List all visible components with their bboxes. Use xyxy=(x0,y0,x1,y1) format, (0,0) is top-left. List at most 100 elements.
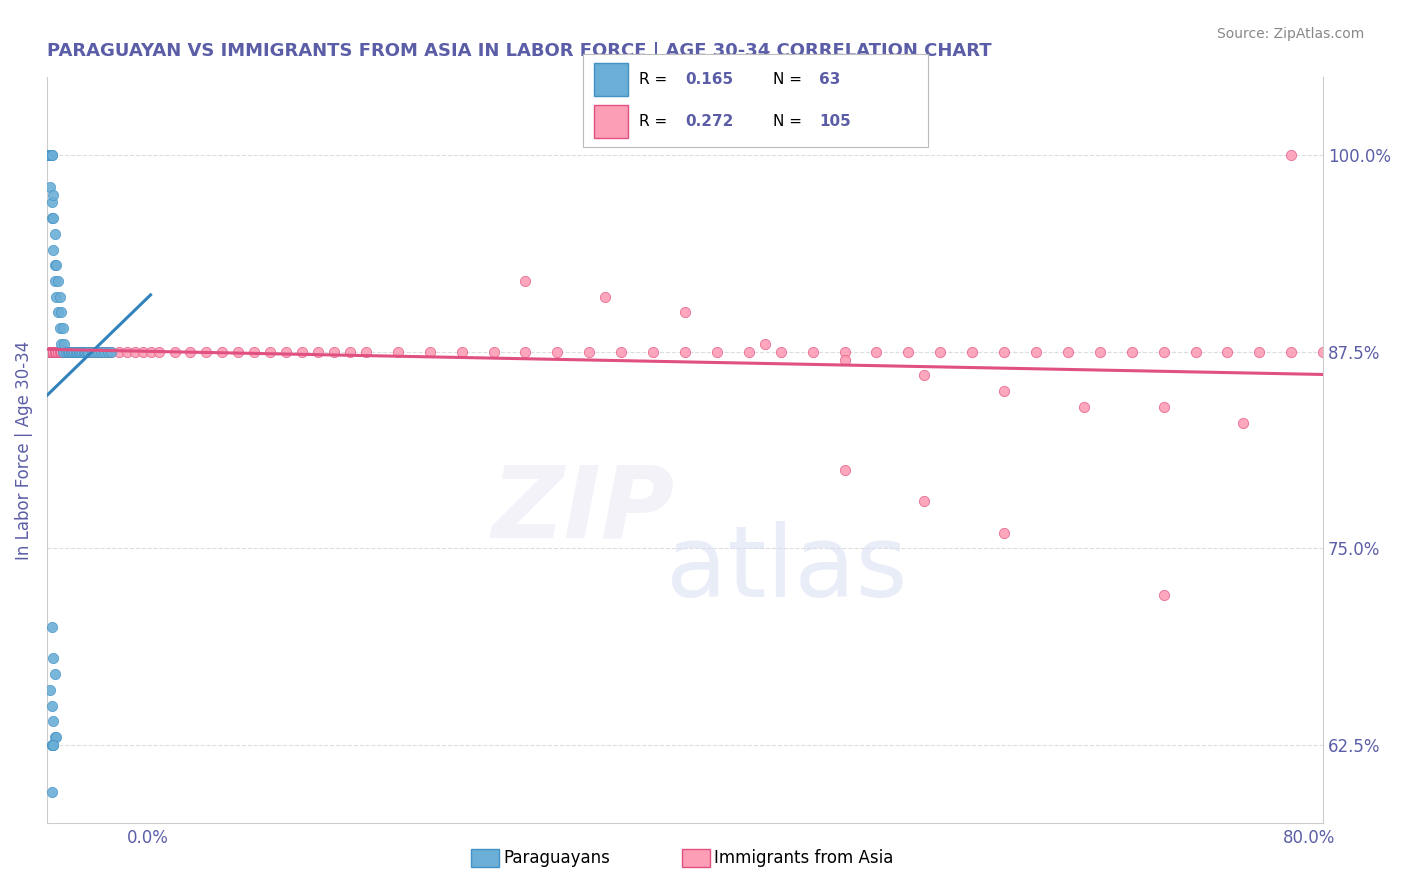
Point xyxy=(80,344,103,359)
Point xyxy=(148,344,170,359)
Point xyxy=(593,290,616,304)
Point xyxy=(42,651,65,665)
Point xyxy=(912,368,935,383)
Point xyxy=(46,274,69,288)
Point xyxy=(323,344,346,359)
Point xyxy=(39,148,62,162)
Point xyxy=(339,344,361,359)
Point xyxy=(115,344,138,359)
Text: ZIP: ZIP xyxy=(492,461,675,558)
Point xyxy=(39,148,62,162)
Point xyxy=(67,344,90,359)
Point xyxy=(80,344,103,359)
Point xyxy=(1073,400,1095,414)
Point xyxy=(993,384,1015,398)
Point xyxy=(1279,344,1302,359)
Point xyxy=(45,730,67,744)
Text: R =: R = xyxy=(638,71,672,87)
Point xyxy=(195,344,218,359)
Point xyxy=(41,344,63,359)
Point xyxy=(1184,344,1206,359)
Point xyxy=(44,730,66,744)
Point xyxy=(865,344,887,359)
Point xyxy=(1279,148,1302,162)
Point xyxy=(179,344,201,359)
Point xyxy=(87,344,110,359)
Point xyxy=(37,344,59,359)
Point xyxy=(37,148,59,162)
Point xyxy=(643,344,665,359)
Point xyxy=(1153,589,1175,603)
Point xyxy=(578,344,600,359)
Point xyxy=(59,344,82,359)
Point xyxy=(83,344,105,359)
Point xyxy=(77,344,100,359)
Text: atlas: atlas xyxy=(666,521,908,618)
Point xyxy=(37,148,59,162)
Point xyxy=(276,344,298,359)
Point xyxy=(897,344,920,359)
Point xyxy=(131,344,153,359)
Point xyxy=(834,344,856,359)
Point xyxy=(41,195,63,210)
Point xyxy=(51,305,73,319)
Point xyxy=(515,274,537,288)
Point xyxy=(55,344,77,359)
Point xyxy=(45,344,67,359)
Point xyxy=(1232,416,1254,430)
Point xyxy=(48,344,70,359)
Point xyxy=(42,714,65,729)
Point xyxy=(42,211,65,226)
Point xyxy=(37,344,59,359)
Point xyxy=(42,243,65,257)
Point xyxy=(546,344,568,359)
Point xyxy=(44,667,66,681)
Point xyxy=(1153,344,1175,359)
Point xyxy=(44,274,66,288)
Point xyxy=(450,344,472,359)
Point xyxy=(58,344,80,359)
Point xyxy=(72,344,94,359)
Point xyxy=(46,305,69,319)
Point xyxy=(52,321,75,335)
Point xyxy=(45,290,67,304)
Point xyxy=(100,344,122,359)
Point xyxy=(107,344,129,359)
Point xyxy=(65,344,87,359)
Point xyxy=(52,344,75,359)
Point xyxy=(44,258,66,272)
Point xyxy=(83,344,105,359)
Point xyxy=(41,344,63,359)
Point xyxy=(1025,344,1047,359)
Point xyxy=(291,344,314,359)
Point xyxy=(1121,344,1143,359)
Point xyxy=(912,494,935,508)
Point xyxy=(90,344,112,359)
Point xyxy=(834,463,856,477)
Text: PARAGUAYAN VS IMMIGRANTS FROM ASIA IN LABOR FORCE | AGE 30-34 CORRELATION CHART: PARAGUAYAN VS IMMIGRANTS FROM ASIA IN LA… xyxy=(46,42,991,60)
Text: N =: N = xyxy=(773,114,807,129)
Point xyxy=(52,344,75,359)
Point xyxy=(1088,344,1111,359)
Point xyxy=(41,738,63,752)
Point xyxy=(76,344,98,359)
Point xyxy=(41,620,63,634)
Point xyxy=(41,738,63,752)
Point xyxy=(307,344,329,359)
Point xyxy=(59,344,82,359)
Point xyxy=(62,344,84,359)
Point xyxy=(70,344,93,359)
Point xyxy=(69,344,91,359)
Point xyxy=(48,290,70,304)
Point xyxy=(90,344,112,359)
Point xyxy=(63,344,86,359)
Text: N =: N = xyxy=(773,71,807,87)
Point xyxy=(53,344,76,359)
Point xyxy=(1216,344,1239,359)
Point xyxy=(163,344,186,359)
Text: 0.0%: 0.0% xyxy=(127,829,169,847)
Point xyxy=(39,148,62,162)
Point xyxy=(70,344,93,359)
Point xyxy=(87,344,110,359)
Point xyxy=(52,344,75,359)
